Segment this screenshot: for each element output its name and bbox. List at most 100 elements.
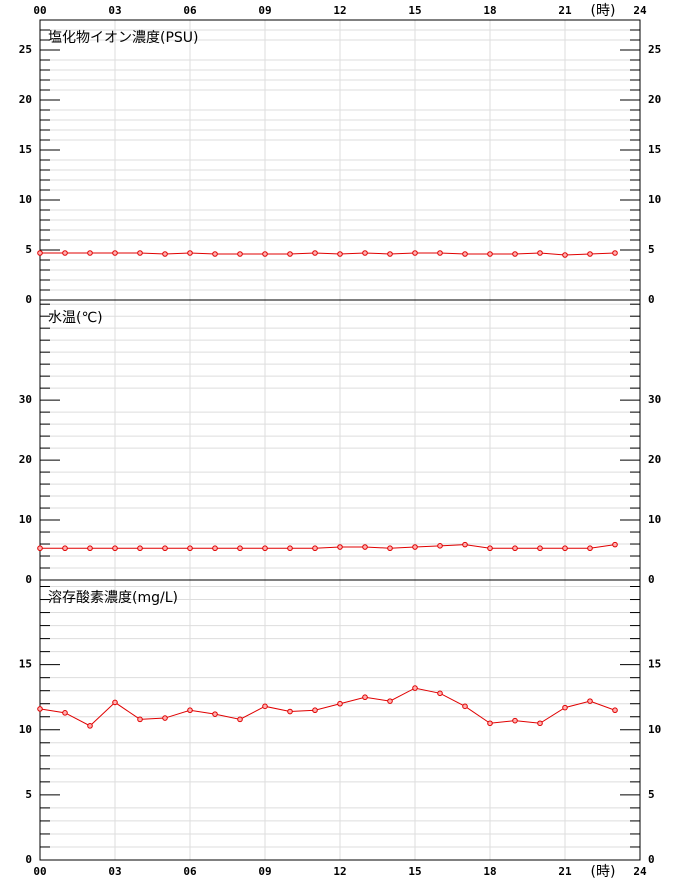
- data-line: [39, 687, 616, 727]
- data-point: [362, 544, 368, 550]
- x-tick-label: 21: [558, 865, 572, 878]
- data-point: [537, 545, 543, 552]
- panel-frame: [39, 579, 641, 861]
- x-tick-label: 03: [108, 4, 121, 17]
- data-point: [112, 545, 118, 552]
- data-point: [262, 251, 268, 257]
- data-point: [162, 545, 168, 552]
- y-tick-label: 0: [25, 573, 32, 586]
- x-tick-label: 24: [633, 4, 647, 17]
- data-point: [37, 545, 43, 552]
- y-tick-label: 15: [19, 658, 32, 671]
- data-point: [412, 544, 418, 550]
- data-point: [412, 685, 418, 691]
- data-point: [512, 545, 518, 552]
- x-tick-label: 18: [483, 865, 496, 878]
- data-point: [337, 544, 343, 550]
- data-point: [562, 252, 568, 258]
- data-point: [562, 545, 568, 552]
- data-point: [187, 707, 193, 714]
- data-point: [312, 545, 318, 552]
- x-tick-label: 15: [408, 865, 421, 878]
- data-point: [387, 698, 393, 704]
- x-tick-label: 21: [558, 4, 572, 17]
- data-point: [62, 250, 68, 256]
- data-point: [137, 716, 143, 723]
- data-point: [562, 704, 568, 711]
- y-tick-label: 0: [25, 293, 32, 306]
- data-point: [212, 545, 218, 552]
- data-point: [237, 545, 243, 552]
- data-point: [162, 715, 168, 721]
- data-point: [437, 543, 443, 549]
- y-tick-label: 20: [19, 93, 32, 106]
- y-tick-label: 15: [19, 143, 32, 156]
- data-point: [212, 711, 218, 717]
- y-tick-label: 25: [19, 43, 32, 56]
- y-tick-label-right: 30: [648, 393, 661, 406]
- data-point: [87, 250, 93, 256]
- x-axis-unit: (時): [591, 3, 616, 19]
- y-tick-label-right: 25: [648, 43, 661, 56]
- x-axis-unit: (時): [591, 864, 616, 880]
- data-point: [312, 250, 318, 256]
- y-tick-label: 5: [25, 243, 32, 256]
- data-point: [412, 250, 418, 256]
- panel-title: 水温(℃): [48, 310, 103, 326]
- y-tick-label: 0: [25, 853, 32, 866]
- x-tick-label: 00: [33, 865, 46, 878]
- data-line: [40, 252, 616, 256]
- panel-title: 塩化物イオン濃度(PSU): [48, 30, 199, 46]
- data-point: [462, 541, 468, 548]
- data-line: [40, 544, 616, 549]
- data-point: [612, 250, 618, 256]
- y-tick-label-right: 0: [648, 853, 655, 866]
- data-point: [487, 720, 493, 727]
- y-tick-label: 10: [19, 723, 32, 736]
- data-point: [137, 545, 143, 552]
- data-point: [512, 717, 518, 724]
- y-tick-label: 10: [19, 193, 32, 206]
- y-tick-label-right: 5: [648, 243, 655, 256]
- y-tick-label: 20: [19, 453, 32, 466]
- data-point: [37, 250, 43, 256]
- y-tick-label: 5: [25, 788, 32, 801]
- x-tick-label: 06: [183, 4, 197, 17]
- panel-title: 溶存酸素濃度(mg/L): [48, 590, 178, 606]
- y-tick-label-right: 0: [648, 573, 655, 586]
- data-point: [612, 707, 618, 714]
- data-point: [462, 251, 468, 257]
- data-point: [437, 250, 443, 256]
- y-tick-label-right: 10: [648, 513, 661, 526]
- data-point: [62, 710, 68, 716]
- data-point: [212, 251, 218, 257]
- x-tick-label: 12: [333, 4, 346, 17]
- data-point: [537, 720, 543, 727]
- data-point: [112, 250, 118, 256]
- data-point: [487, 251, 493, 257]
- x-tick-label: 03: [108, 865, 121, 878]
- y-tick-label-right: 15: [648, 658, 661, 671]
- x-tick-label: 06: [183, 865, 197, 878]
- data-point: [162, 251, 168, 257]
- y-tick-label-right: 5: [648, 788, 655, 801]
- data-point: [287, 708, 293, 715]
- data-point: [62, 545, 68, 552]
- data-point: [87, 723, 93, 729]
- y-tick-label-right: 0: [648, 293, 655, 306]
- data-point: [312, 707, 318, 714]
- x-tick-label: 00: [33, 4, 46, 17]
- data-point: [587, 251, 593, 257]
- data-point: [187, 250, 193, 256]
- data-point: [37, 706, 43, 712]
- data-point: [487, 545, 493, 552]
- y-tick-label-right: 15: [648, 143, 661, 156]
- y-tick-label: 30: [19, 393, 32, 406]
- y-tick-label-right: 20: [648, 453, 661, 466]
- y-tick-label-right: 10: [648, 723, 661, 736]
- data-point: [112, 699, 118, 706]
- x-tick-label: 15: [408, 4, 421, 17]
- data-point: [437, 690, 443, 697]
- x-tick-label: 12: [333, 865, 346, 878]
